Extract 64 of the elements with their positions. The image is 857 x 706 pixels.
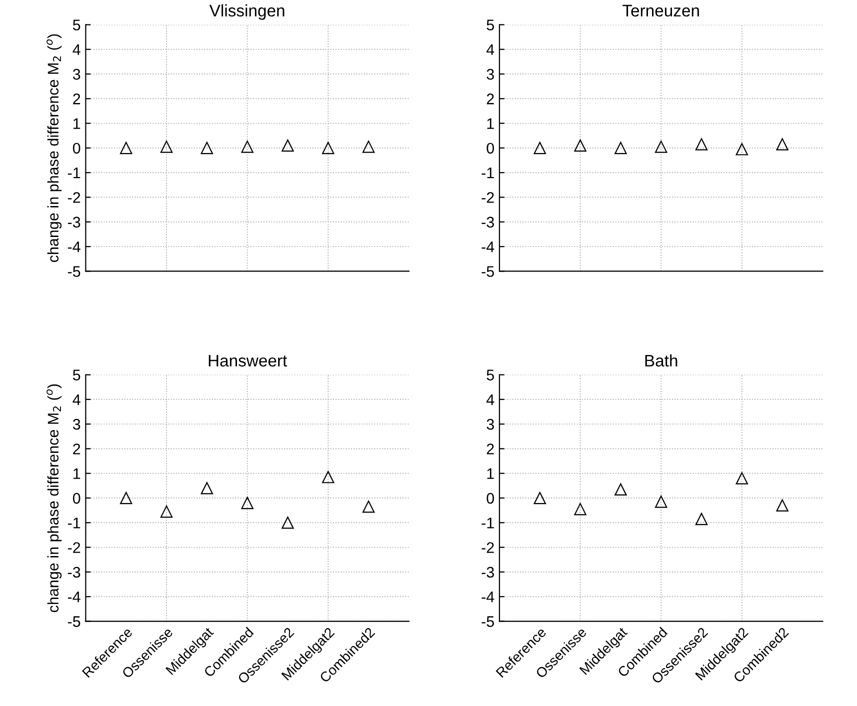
- y-tick-label: 2: [73, 94, 80, 104]
- y-tick-label: 4: [486, 44, 494, 55]
- y-tick-label: 5: [486, 370, 494, 380]
- y-tick-label: -5: [482, 616, 494, 627]
- y-tick-label: 4: [486, 394, 494, 405]
- y-tick-label: 2: [486, 444, 494, 454]
- y-tick-label: -4: [482, 242, 494, 252]
- y-tick-label: -5: [482, 266, 494, 277]
- chart-title: Terneuzen: [622, 4, 699, 17]
- point: [160, 505, 173, 518]
- y-tick-label: 5: [72, 20, 80, 30]
- y-tick-label: 2: [486, 94, 494, 104]
- y-tick-label: -3: [68, 216, 80, 228]
- y-tick-label: -1: [482, 518, 494, 528]
- point: [695, 512, 708, 526]
- y-tick-label: 3: [486, 68, 494, 80]
- y-tick-label: 1: [487, 118, 494, 129]
- y-tick-label: -3: [482, 216, 494, 228]
- y-tick-label: -1: [68, 518, 80, 528]
- y-axis-title: change in phase difference M$_{2}$ ($^{o}$): [46, 384, 62, 612]
- y-tick-label: 0: [486, 492, 494, 504]
- y-tick-label: -4: [482, 592, 494, 602]
- y-tick-label: -4: [68, 592, 80, 602]
- point: [362, 500, 375, 513]
- y-tick-label: 3: [486, 418, 494, 430]
- point: [282, 516, 294, 529]
- point: [614, 483, 627, 496]
- point: [534, 492, 546, 504]
- chart-title: Vlissingen: [209, 4, 284, 20]
- point: [241, 496, 254, 510]
- chart-title: Hansweert: [208, 354, 288, 367]
- point: [322, 470, 334, 484]
- y-tick-label: -2: [482, 542, 494, 553]
- point: [776, 499, 788, 512]
- y-tick-label: 1: [74, 118, 80, 129]
- point: [736, 472, 748, 484]
- point: [200, 482, 214, 494]
- y-tick-label: 4: [72, 44, 80, 55]
- y-tick-label: 0: [486, 142, 494, 154]
- y-tick-label: 5: [486, 20, 494, 30]
- y-tick-label: 5: [72, 370, 80, 380]
- y-tick-label: -3: [482, 566, 494, 578]
- y-tick-label: 2: [73, 444, 80, 454]
- y-tick-label: -5: [68, 266, 80, 277]
- y-tick-label: 4: [72, 394, 80, 405]
- y-tick-label: -2: [68, 542, 80, 553]
- y-tick-label: -4: [68, 242, 80, 252]
- y-tick-label: 3: [72, 68, 80, 80]
- y-tick-label: -1: [482, 168, 494, 178]
- y-tick-label: 1: [487, 468, 494, 479]
- chart-title: Bath: [645, 354, 678, 367]
- y-tick-label: 3: [72, 418, 80, 430]
- y-tick-label: 1: [74, 468, 80, 479]
- y-tick-label: 0: [72, 142, 80, 154]
- y-tick-label: 0: [72, 492, 80, 504]
- y-tick-label: -5: [68, 616, 80, 627]
- y-axis-title: change in phase difference M$_{2}$ ($^{o}$): [46, 34, 62, 262]
- y-tick-label: -1: [68, 168, 80, 178]
- y-tick-label: -2: [482, 192, 494, 203]
- point: [120, 492, 132, 504]
- point: [574, 503, 586, 516]
- y-tick-label: -3: [68, 566, 80, 578]
- point: [654, 496, 668, 508]
- y-tick-label: -2: [68, 192, 80, 203]
